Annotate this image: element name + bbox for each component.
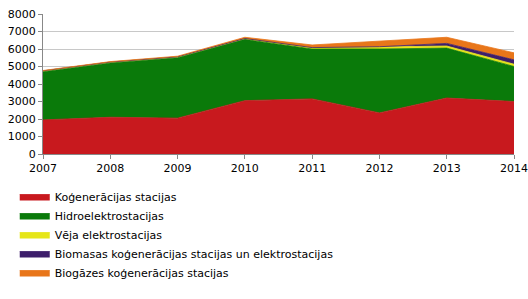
svg-text:2009: 2009 — [164, 162, 192, 175]
svg-text:2000: 2000 — [8, 113, 36, 126]
svg-text:0: 0 — [29, 148, 36, 161]
svg-text:2011: 2011 — [298, 162, 326, 175]
svg-text:2012: 2012 — [365, 162, 393, 175]
svg-text:7000: 7000 — [8, 25, 36, 38]
svg-text:5000: 5000 — [8, 60, 36, 73]
svg-text:3000: 3000 — [8, 95, 36, 108]
svg-text:1000: 1000 — [8, 130, 36, 143]
svg-text:Biogāzes koģenerācijas stacija: Biogāzes koģenerācijas stacijas — [55, 267, 229, 280]
svg-text:Biomasas koģenerācijas stacija: Biomasas koģenerācijas stacijas un elekt… — [55, 248, 333, 261]
svg-text:2014: 2014 — [500, 162, 528, 175]
svg-text:2007: 2007 — [29, 162, 57, 175]
svg-text:4000: 4000 — [8, 78, 36, 91]
svg-text:6000: 6000 — [8, 43, 36, 56]
svg-text:2013: 2013 — [433, 162, 461, 175]
svg-text:Vēja elektrostacijas: Vēja elektrostacijas — [55, 229, 163, 242]
svg-text:8000: 8000 — [8, 8, 36, 21]
svg-text:Koģenerācijas stacijas: Koģenerācijas stacijas — [55, 191, 177, 204]
svg-text:Hidroelektrostacijas: Hidroelektrostacijas — [55, 210, 164, 223]
svg-text:2008: 2008 — [96, 162, 124, 175]
svg-text:2010: 2010 — [231, 162, 259, 175]
